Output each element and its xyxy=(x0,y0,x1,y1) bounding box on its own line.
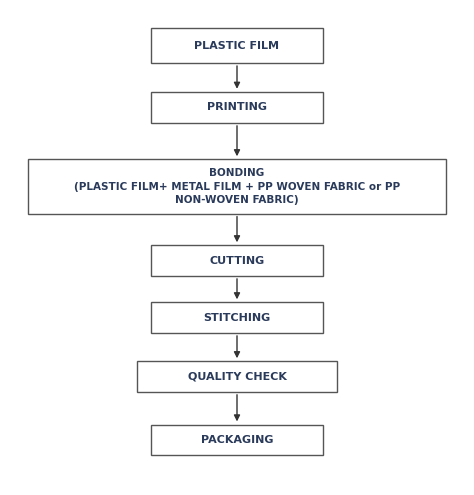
FancyBboxPatch shape xyxy=(151,28,323,63)
FancyBboxPatch shape xyxy=(27,159,447,214)
Text: STITCHING: STITCHING xyxy=(203,313,271,323)
Text: QUALITY CHECK: QUALITY CHECK xyxy=(188,372,286,382)
FancyBboxPatch shape xyxy=(151,92,323,123)
Text: PRINTING: PRINTING xyxy=(207,102,267,112)
FancyBboxPatch shape xyxy=(137,361,337,392)
FancyBboxPatch shape xyxy=(151,425,323,455)
Text: CUTTING: CUTTING xyxy=(210,256,264,266)
FancyBboxPatch shape xyxy=(151,246,323,276)
Text: PACKAGING: PACKAGING xyxy=(201,435,273,445)
Text: PLASTIC FILM: PLASTIC FILM xyxy=(194,41,280,50)
Text: BONDING
(PLASTIC FILM+ METAL FILM + PP WOVEN FABRIC or PP
NON-WOVEN FABRIC): BONDING (PLASTIC FILM+ METAL FILM + PP W… xyxy=(74,168,400,205)
FancyBboxPatch shape xyxy=(151,302,323,333)
